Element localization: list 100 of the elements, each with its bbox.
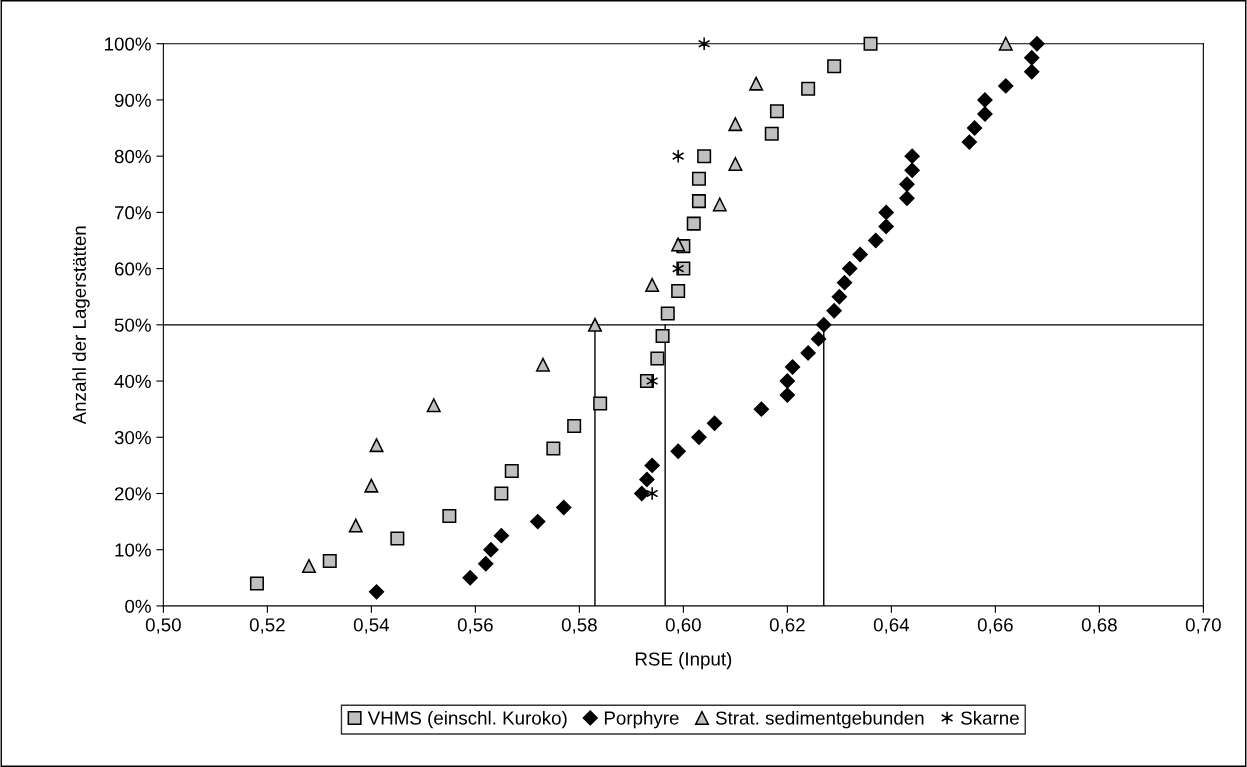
x-tick-label: 0,70 <box>1185 618 1221 634</box>
y-tick-label: 100% <box>105 37 151 51</box>
point <box>863 36 878 51</box>
point <box>301 558 316 574</box>
point <box>504 463 519 479</box>
point <box>810 331 827 347</box>
point <box>998 36 1013 51</box>
point <box>645 277 660 292</box>
point <box>546 441 561 456</box>
point <box>671 261 685 276</box>
y-tick-label: 0% <box>125 599 151 613</box>
point <box>556 499 572 516</box>
point <box>426 398 441 413</box>
point <box>728 157 743 172</box>
point <box>671 237 686 252</box>
x-tick-label: 0,50 <box>145 618 181 634</box>
point <box>764 126 779 141</box>
point <box>686 216 701 231</box>
point <box>650 351 665 366</box>
x-tick-label: 0,54 <box>353 618 390 634</box>
point <box>249 576 264 591</box>
y-axis-title: Anzahl der Lagerstätten <box>72 226 90 425</box>
point <box>645 374 659 389</box>
point <box>671 284 686 299</box>
y-tick-label: 20% <box>114 487 151 501</box>
point <box>706 415 723 431</box>
point <box>639 471 655 488</box>
point <box>634 485 650 502</box>
y-tick-label: 60% <box>114 262 151 276</box>
x-tick-label: 0,52 <box>249 618 285 634</box>
point <box>535 357 550 372</box>
point <box>1024 64 1040 80</box>
x-axis-title: RSE (Input) <box>635 651 732 670</box>
point <box>691 194 706 209</box>
x-tick-label: 0,64 <box>873 618 910 634</box>
point <box>779 373 795 389</box>
legend-label: VHMS (einschl. Kuroko) <box>367 710 567 729</box>
point <box>483 542 499 558</box>
point <box>1029 36 1045 52</box>
y-tick-label: 50% <box>114 318 151 332</box>
point <box>728 117 743 132</box>
point <box>493 528 509 544</box>
point <box>655 329 670 344</box>
point <box>998 78 1014 94</box>
point <box>644 457 660 474</box>
point <box>567 419 582 434</box>
point <box>587 317 602 332</box>
point <box>753 401 769 417</box>
point <box>645 486 659 501</box>
legend-label: Skarne <box>961 710 1019 725</box>
x-tick-label: 0,56 <box>457 618 493 634</box>
point <box>593 396 608 411</box>
point <box>390 531 405 546</box>
y-tick-label: 40% <box>114 374 151 389</box>
x-tick-label: 0,60 <box>665 618 701 634</box>
point <box>671 149 685 164</box>
point <box>827 59 842 74</box>
x-tick-label: 0,58 <box>561 618 597 634</box>
legend-label: Porphyre <box>604 710 679 729</box>
point <box>660 306 675 321</box>
point <box>530 513 546 530</box>
point <box>364 478 379 493</box>
point <box>868 232 884 249</box>
x-tick-label: 0,68 <box>1081 618 1117 634</box>
point <box>769 104 784 119</box>
point <box>697 149 712 164</box>
point <box>852 246 868 263</box>
legend-label: Strat. sedimentgebunden <box>715 710 924 729</box>
point <box>322 553 337 568</box>
y-tick-label: 30% <box>114 430 151 445</box>
point <box>749 76 764 91</box>
point <box>691 429 707 445</box>
point <box>494 486 509 501</box>
point <box>977 92 993 108</box>
point <box>977 106 993 122</box>
point <box>904 162 920 178</box>
point <box>670 443 686 459</box>
point <box>697 36 711 51</box>
x-tick-label: 0,66 <box>977 618 1013 634</box>
point <box>369 438 384 453</box>
point <box>966 120 983 136</box>
point <box>816 317 832 333</box>
point <box>961 134 977 150</box>
point <box>442 508 457 523</box>
point <box>899 190 915 206</box>
point <box>478 556 494 572</box>
point <box>801 81 816 96</box>
point <box>831 289 847 305</box>
point <box>878 204 894 221</box>
point <box>899 176 915 192</box>
point <box>836 275 853 291</box>
y-tick-label: 90% <box>114 93 151 107</box>
point <box>712 197 727 212</box>
x-tick-label: 0,62 <box>769 618 805 634</box>
y-tick-label: 80% <box>114 149 151 164</box>
point <box>878 218 894 235</box>
point <box>462 570 478 586</box>
point <box>842 260 858 277</box>
y-tick-label: 70% <box>114 206 151 220</box>
point <box>826 303 842 319</box>
